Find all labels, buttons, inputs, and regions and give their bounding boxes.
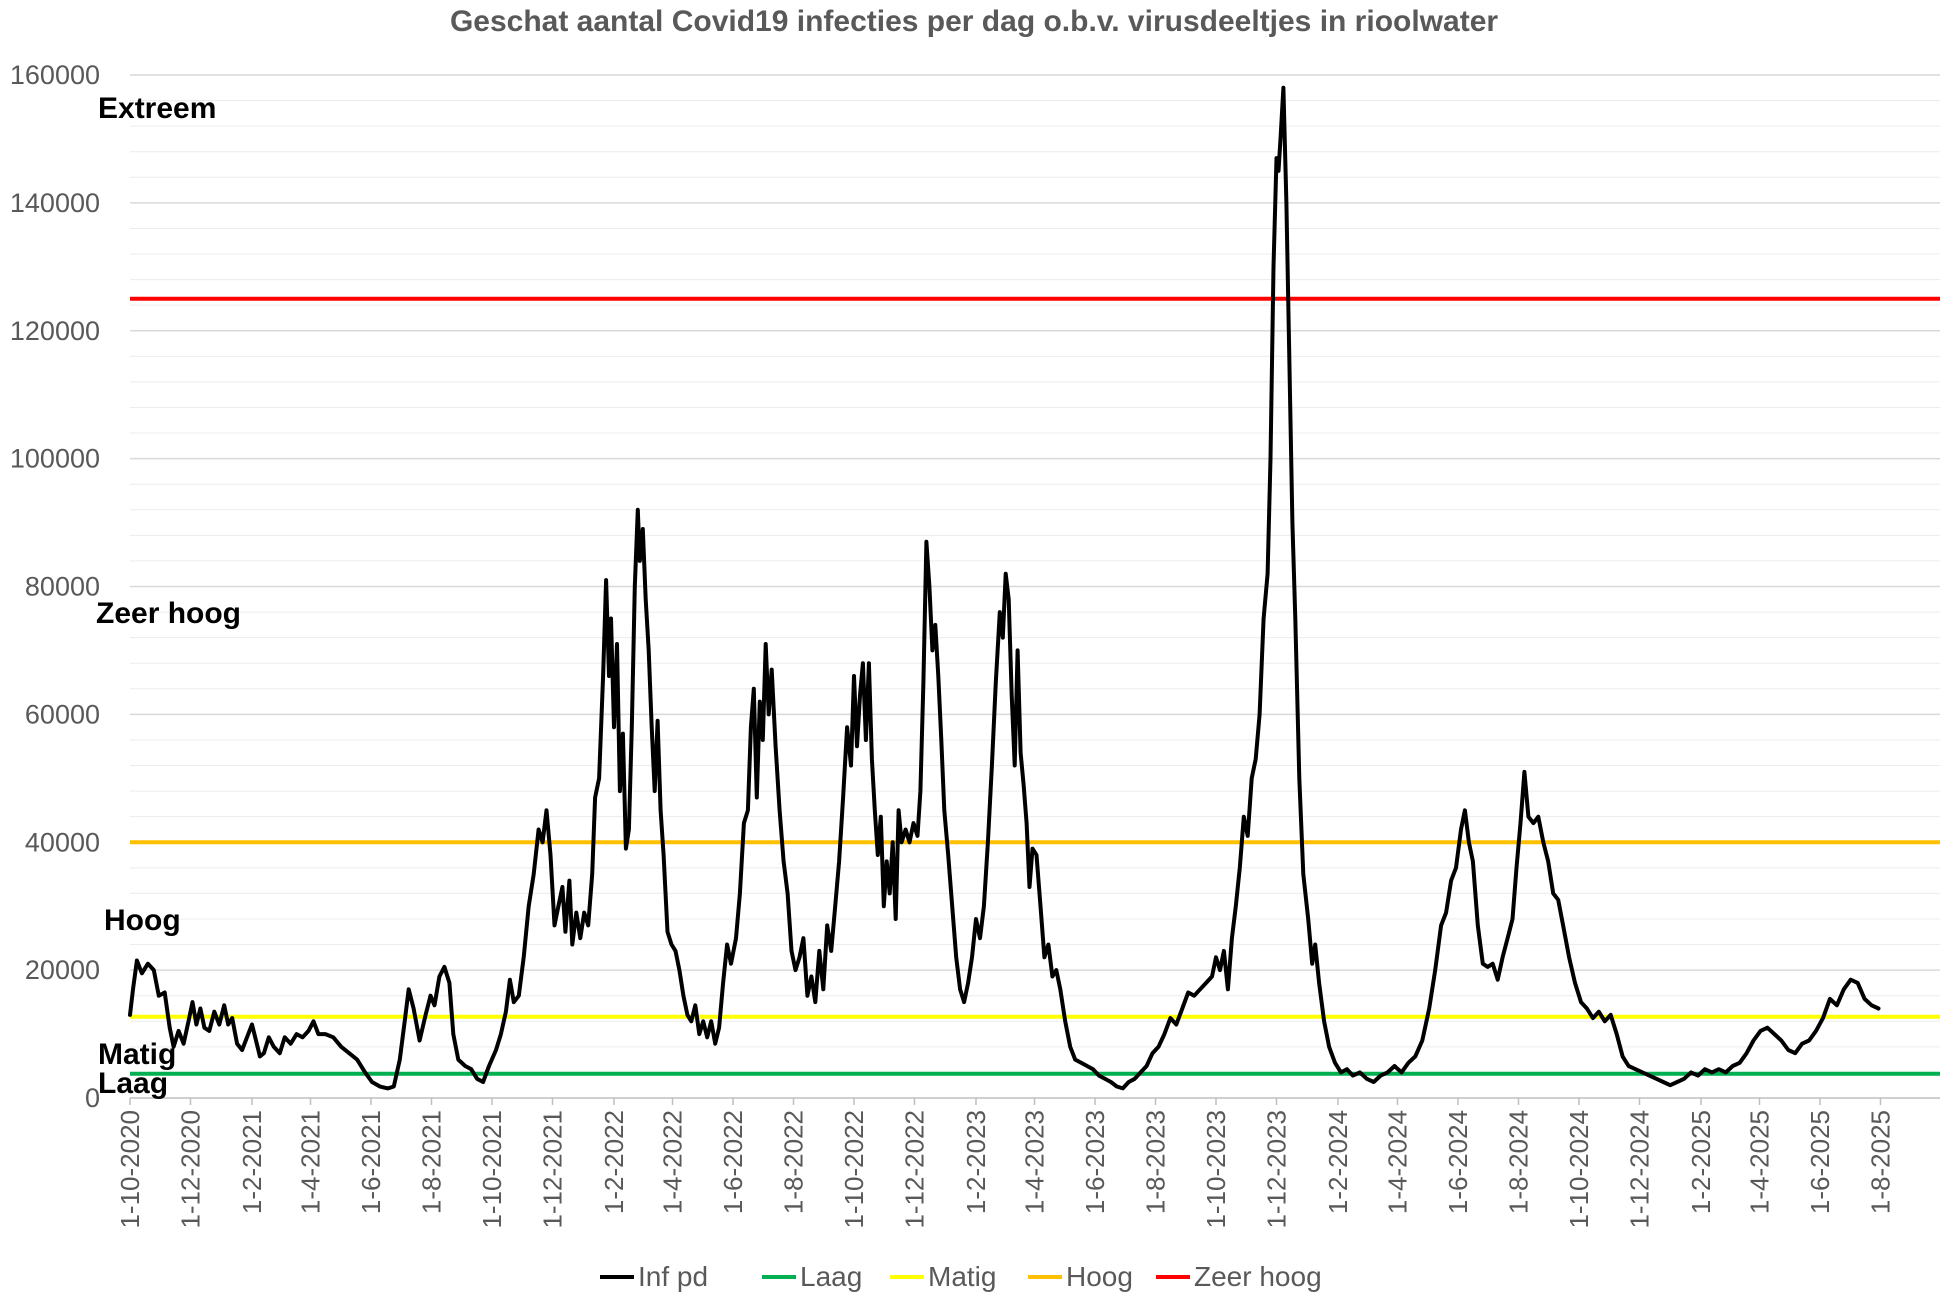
legend-label-inf-pd: Inf pd <box>638 1261 708 1292</box>
x-tick-label: 1-4-2022 <box>658 1110 688 1214</box>
x-tick-label: 1-4-2025 <box>1744 1110 1774 1214</box>
legend-label-zeer-hoog: Zeer hoog <box>1194 1261 1322 1292</box>
x-tick-label: 1-2-2024 <box>1323 1110 1353 1214</box>
y-tick-label: 160000 <box>10 60 100 90</box>
x-tick-label: 1-2-2023 <box>961 1110 991 1214</box>
x-tick-label: 1-12-2021 <box>537 1110 567 1229</box>
level-label-matig: Matig <box>98 1038 176 1071</box>
x-tick-label: 1-10-2024 <box>1564 1110 1594 1229</box>
legend-label-hoog: Hoog <box>1066 1261 1133 1292</box>
legend-label-matig: Matig <box>928 1261 996 1292</box>
y-tick-label: 140000 <box>10 188 100 218</box>
x-tick-label: 1-10-2023 <box>1201 1110 1231 1229</box>
y-tick-label: 20000 <box>25 955 100 985</box>
y-tick-label: 0 <box>85 1083 100 1113</box>
x-tick-label: 1-6-2024 <box>1443 1110 1473 1214</box>
y-tick-label: 80000 <box>25 572 100 602</box>
x-tick-label: 1-2-2022 <box>599 1110 629 1214</box>
y-tick-label: 100000 <box>10 444 100 474</box>
x-tick-label: 1-4-2023 <box>1020 1110 1050 1214</box>
x-tick-label: 1-4-2024 <box>1382 1110 1412 1214</box>
x-tick-label: 1-6-2025 <box>1805 1110 1835 1214</box>
data-series <box>128 85 1881 1091</box>
x-tick-label: 1-6-2023 <box>1080 1110 1110 1214</box>
x-tick-label: 1-2-2025 <box>1686 1110 1716 1214</box>
x-tick-label: 1-12-2024 <box>1624 1110 1654 1229</box>
series-line-inf-pd <box>128 85 1881 1091</box>
x-tick-label: 1-12-2020 <box>175 1110 205 1229</box>
x-tick-label: 1-12-2022 <box>899 1110 929 1229</box>
level-label-laag: Laag <box>98 1067 168 1100</box>
level-label-zeer-hoog: Zeer hoog <box>96 597 241 630</box>
x-tick-label: 1-8-2025 <box>1865 1110 1895 1214</box>
threshold-lines <box>130 296 1940 1076</box>
level-label-extreem: Extreem <box>98 92 216 125</box>
x-tick-label: 1-12-2023 <box>1261 1110 1291 1229</box>
x-tick-label: 1-10-2022 <box>839 1110 869 1229</box>
x-tick-label: 1-6-2022 <box>718 1110 748 1214</box>
level-label-hoog: Hoog <box>104 904 181 937</box>
x-tick-label: 1-8-2022 <box>779 1110 809 1214</box>
legend: Inf pd Laag Matig Hoog Zeer hoog <box>600 1261 1322 1292</box>
x-tick-label: 1-10-2020 <box>115 1110 145 1229</box>
x-axis-tick-labels: 1-10-2020 1-12-2020 1-2-2021 1-4-2021 1-6-20… <box>115 1098 1895 1229</box>
x-tick-label: 1-2-2021 <box>237 1110 267 1214</box>
y-axis-tick-labels: 0 20000 40000 60000 80000 100000 120000 140000 1… <box>10 60 100 1113</box>
x-tick-label: 1-8-2023 <box>1141 1110 1171 1214</box>
legend-label-laag: Laag <box>800 1261 862 1292</box>
y-tick-label: 40000 <box>25 827 100 857</box>
x-tick-label: 1-8-2024 <box>1503 1110 1533 1214</box>
y-tick-label: 120000 <box>10 316 100 346</box>
x-tick-label: 1-6-2021 <box>356 1110 386 1214</box>
gridlines <box>130 74 1940 1099</box>
x-tick-label: 1-10-2021 <box>477 1110 507 1229</box>
x-tick-label: 1-8-2021 <box>417 1110 447 1214</box>
chart-title: Geschat aantal Covid19 infecties per dag… <box>450 5 1498 38</box>
y-tick-label: 60000 <box>25 699 100 729</box>
x-tick-label: 1-4-2021 <box>296 1110 326 1214</box>
